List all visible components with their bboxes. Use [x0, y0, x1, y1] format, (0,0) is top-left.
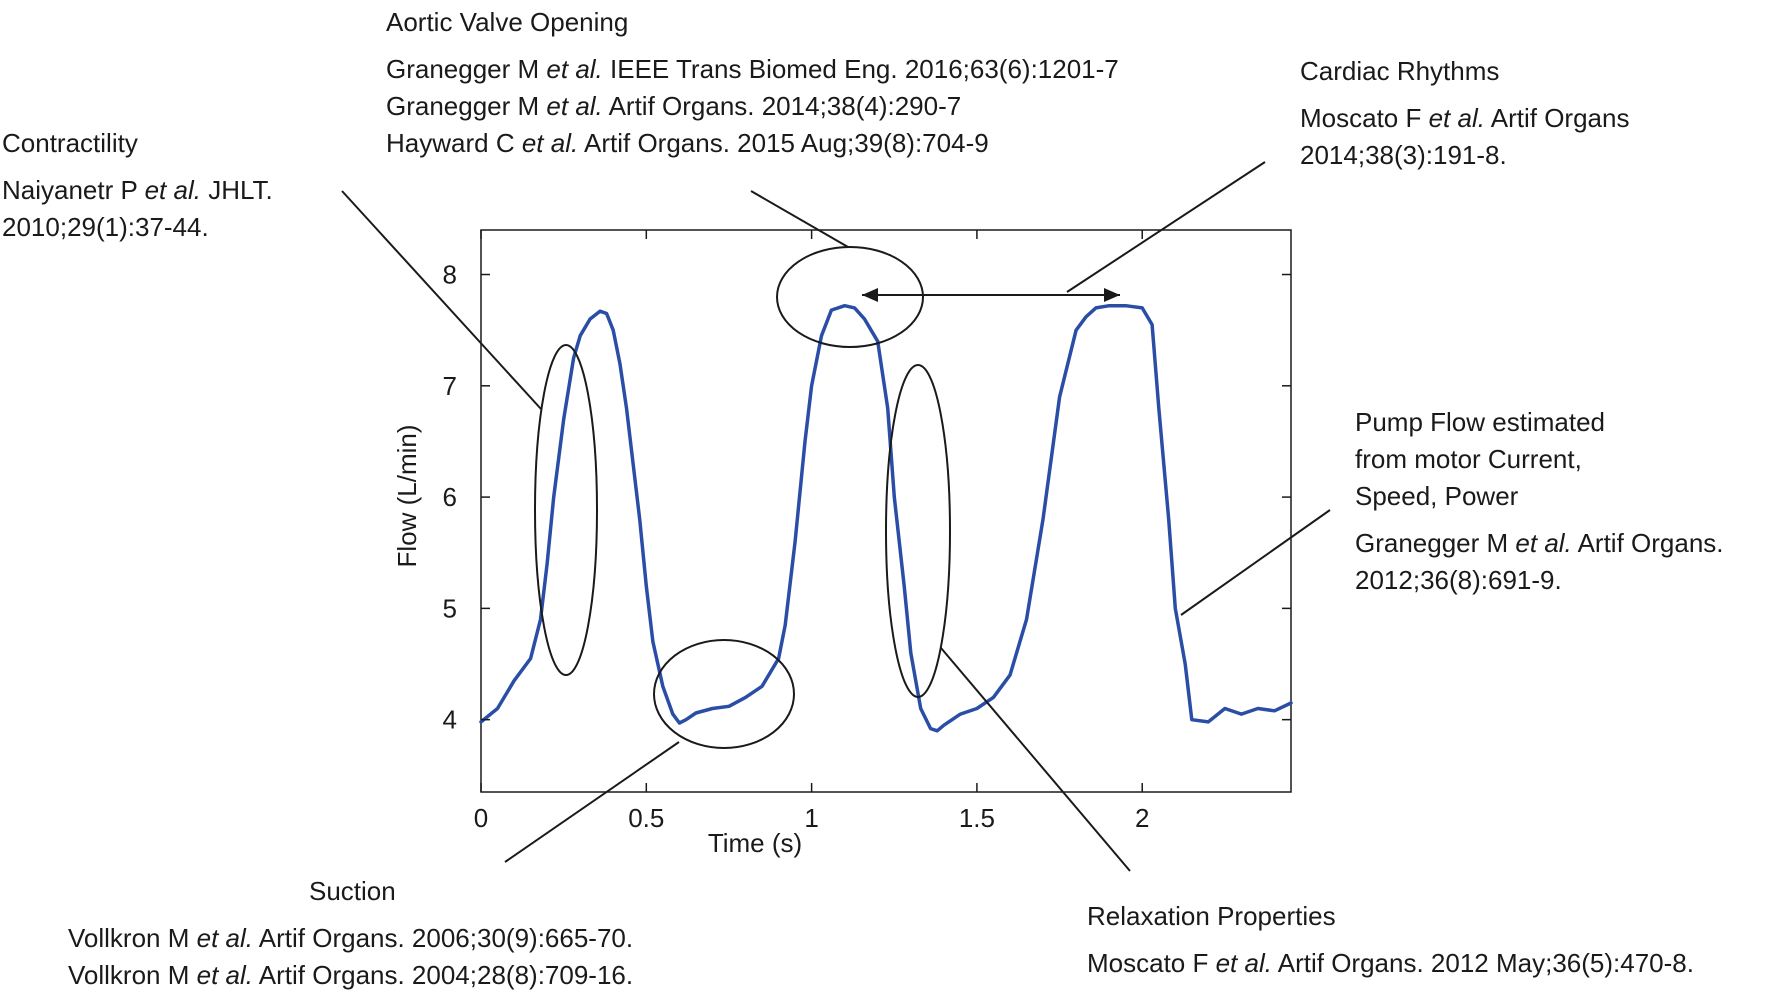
x-tick-label: 0: [474, 803, 488, 833]
y-axis-label: Flow (L/min): [392, 424, 422, 567]
aortic-valve-ellipse: [776, 246, 924, 348]
y-tick-label: 7: [443, 371, 457, 401]
x-tick-label: 0.5: [628, 803, 664, 833]
reference-line: 2014;38(3):191-8.: [1300, 140, 1507, 170]
reference-line: Vollkron M et al. Artif Organs. 2006;30(…: [68, 923, 634, 953]
y-tick-label: 5: [443, 593, 457, 623]
annotation-heading-line: Speed, Power: [1355, 481, 1519, 511]
reference-line: Granegger M et al. IEEE Trans Biomed Eng…: [386, 54, 1119, 84]
relaxation-leader: [940, 647, 1131, 872]
annotation-heading: Contractility: [2, 128, 138, 158]
y-tick-label: 4: [443, 705, 457, 735]
reference-line: 2012;36(8):691-9.: [1355, 565, 1562, 595]
suction-leader: [504, 741, 680, 863]
annotation-cardiac-rhythms: Cardiac Rhythms Moscato F et al. Artif O…: [1300, 53, 1629, 174]
relaxation-ellipse: [885, 364, 951, 698]
annotation-heading: Cardiac Rhythms: [1300, 56, 1500, 86]
suction-ellipse: [653, 639, 795, 749]
contractility-ellipse: [534, 344, 598, 676]
reference-line: Naiyanetr P et al. JHLT.: [2, 175, 273, 205]
annotation-heading-line: from motor Current,: [1355, 444, 1582, 474]
y-tick-label: 6: [443, 482, 457, 512]
annotation-heading: Relaxation Properties: [1087, 901, 1336, 931]
x-axis-label: Time (s): [708, 828, 802, 858]
reference-line: Granegger M et al. Artif Organs. 2014;38…: [386, 91, 962, 121]
reference-line: Vollkron M et al. Artif Organs. 2004;28(…: [68, 960, 634, 990]
annotation-contractility: Contractility Naiyanetr P et al. JHLT. 2…: [2, 125, 273, 246]
annotation-pump-flow: Pump Flow estimated from motor Current, …: [1355, 404, 1724, 599]
y-tick-label: 8: [443, 260, 457, 290]
period-arrow-head-left: [862, 288, 878, 302]
pump-flow-leader: [1180, 509, 1331, 616]
x-tick-label: 1.5: [959, 803, 995, 833]
annotation-heading: Suction: [309, 876, 396, 906]
x-tick-label: 1: [804, 803, 818, 833]
annotation-heading: Aortic Valve Opening: [386, 7, 629, 37]
cardiac-rhythms-leader: [1066, 161, 1266, 293]
contractility-leader: [341, 190, 542, 410]
annotation-relaxation: Relaxation Properties Moscato F et al. A…: [1087, 898, 1694, 982]
reference-line: 2010;29(1):37-44.: [2, 212, 209, 242]
reference-line: Granegger M et al. Artif Organs.: [1355, 528, 1724, 558]
annotation-aortic-valve: Aortic Valve Opening Granegger M et al. …: [386, 4, 1119, 162]
aortic-valve-leader: [750, 190, 849, 248]
plot-frame: [480, 229, 1292, 793]
flow-series-line: [479, 303, 1293, 733]
period-arrow-head-right: [1104, 288, 1120, 302]
reference-line: Moscato F et al. Artif Organs: [1300, 103, 1630, 133]
reference-line: Hayward C et al. Artif Organs. 2015 Aug;…: [386, 128, 989, 158]
reference-line: Moscato F et al. Artif Organs. 2012 May;…: [1087, 948, 1694, 978]
x-tick-label: 2: [1135, 803, 1149, 833]
annotation-suction: Suction Vollkron M et al. Artif Organs. …: [68, 873, 633, 994]
annotation-heading-line: Pump Flow estimated: [1355, 407, 1605, 437]
